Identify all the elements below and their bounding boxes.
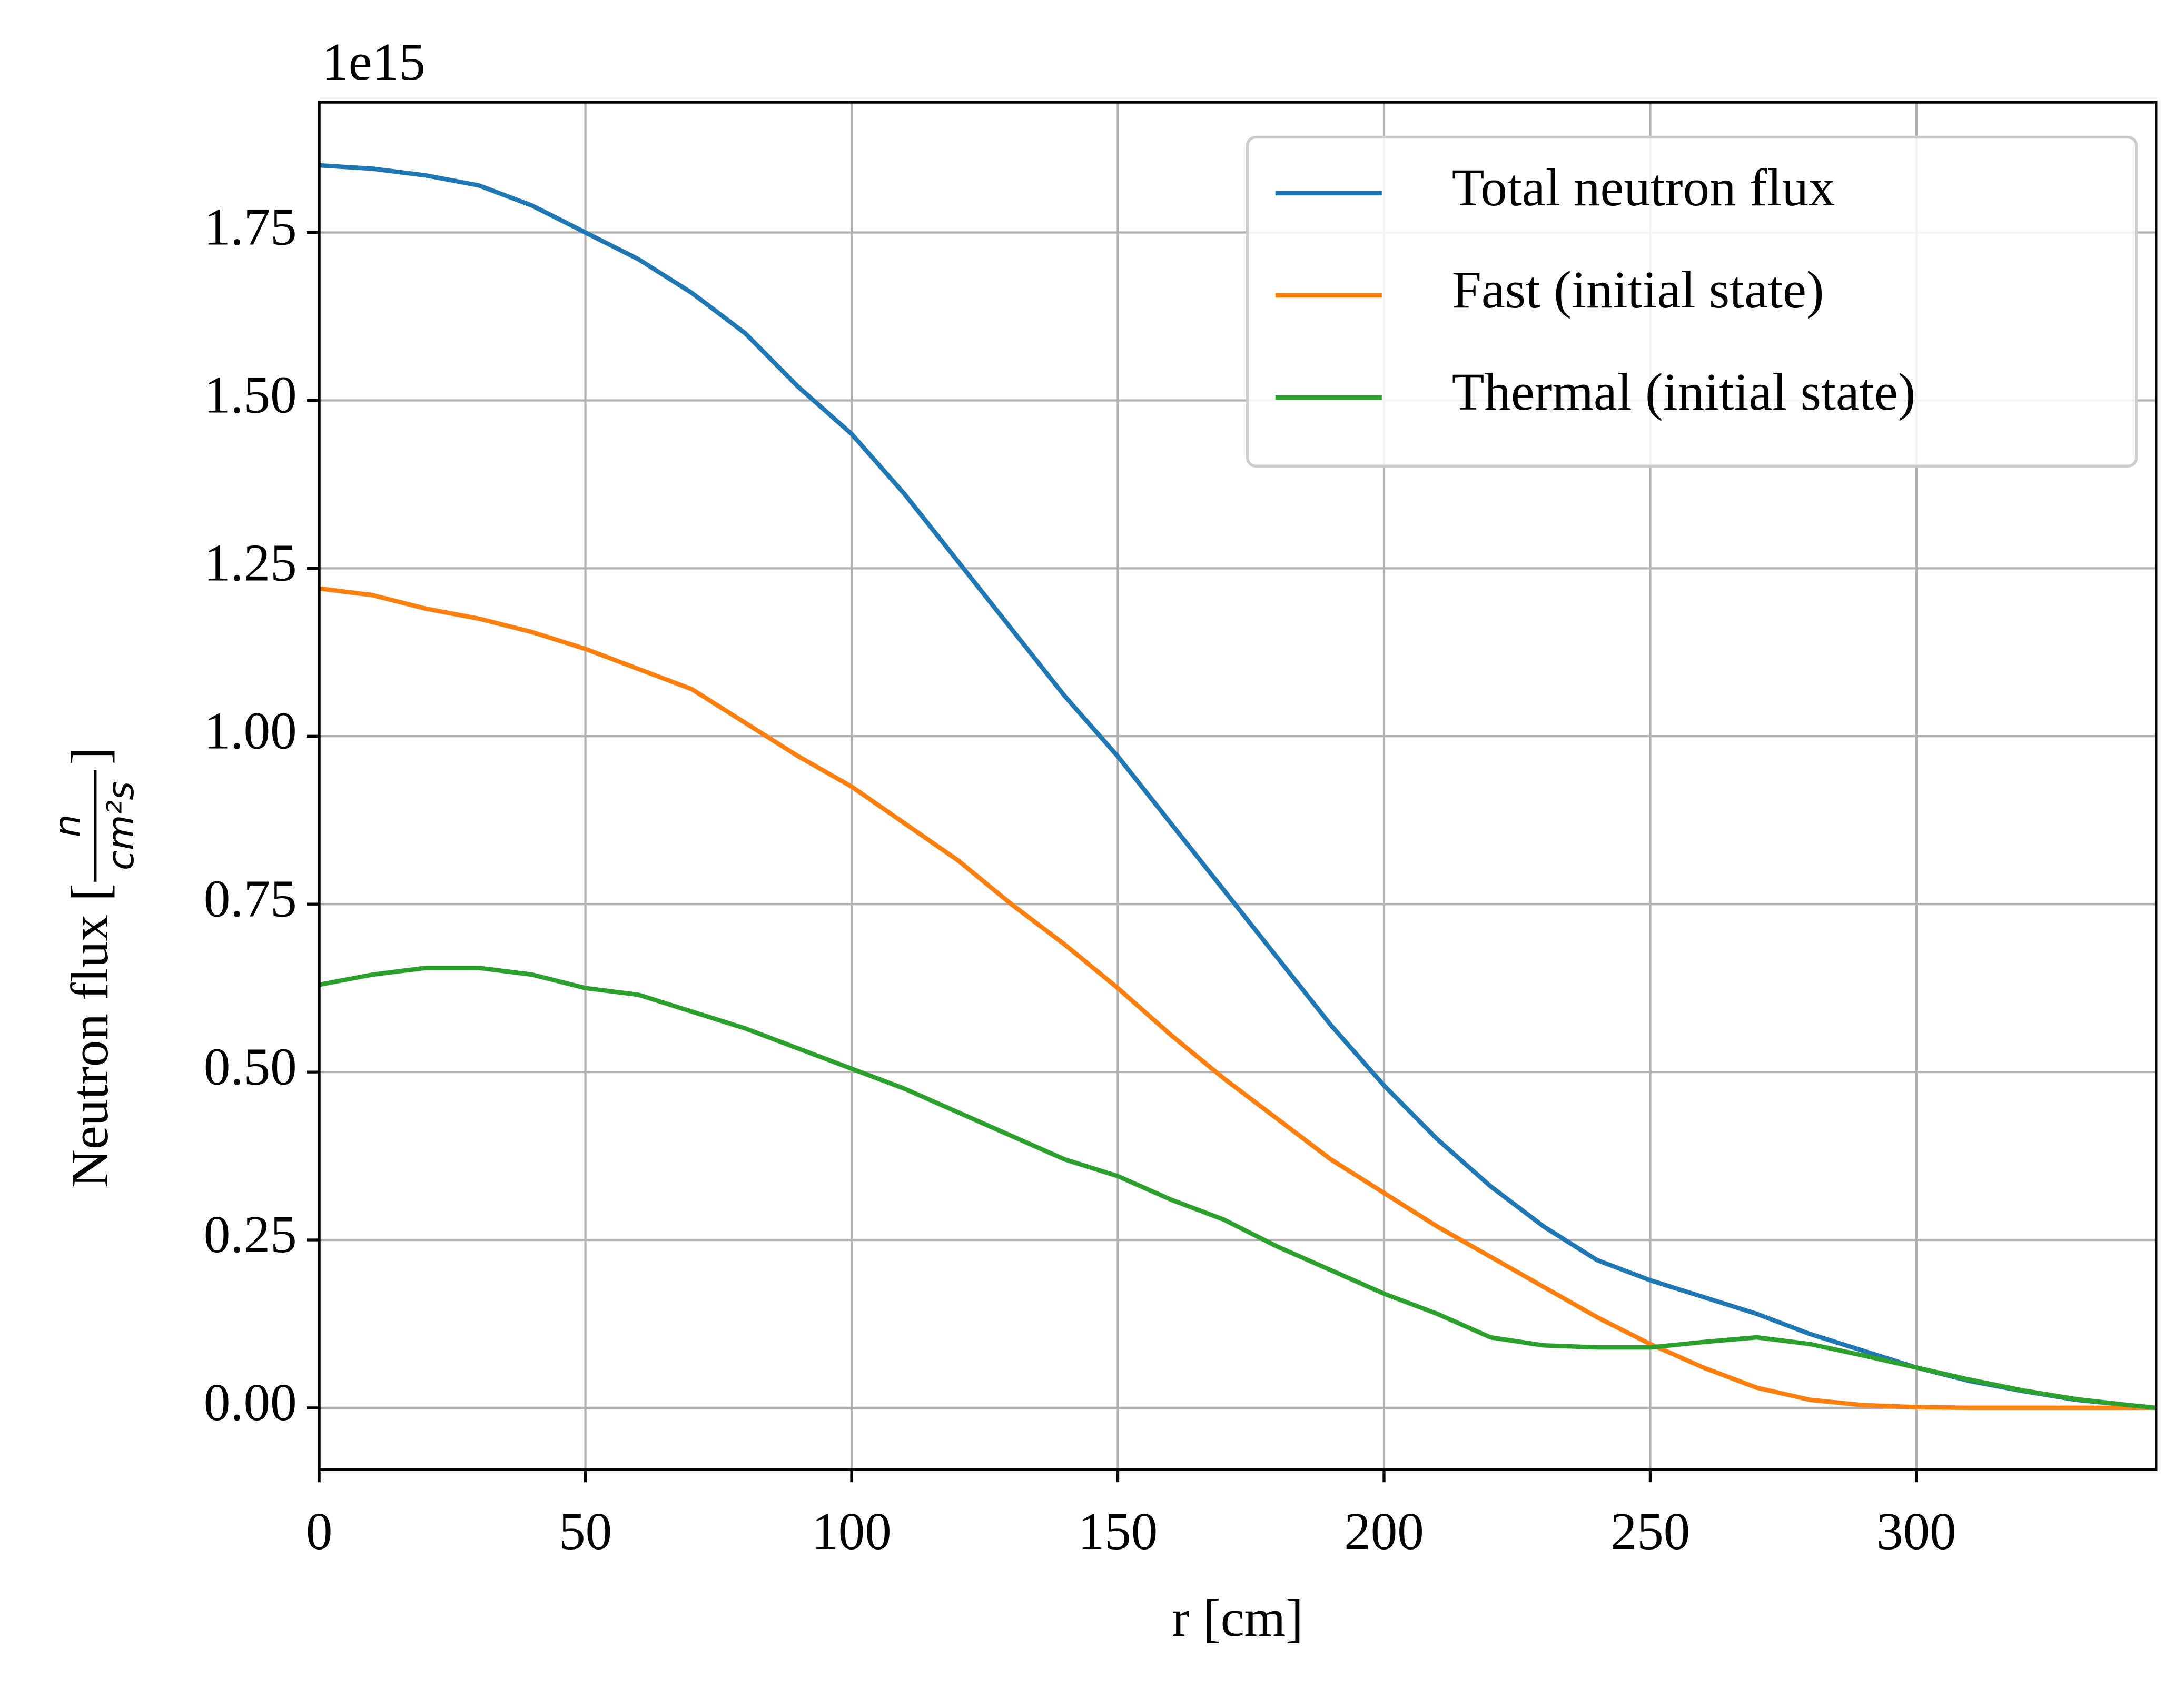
y-tick-label: 1.00 [204, 701, 297, 760]
legend-label: Fast (initial state) [1452, 260, 1824, 319]
y-tick-label: 1.75 [204, 197, 297, 256]
x-tick-label: 100 [812, 1502, 892, 1561]
x-tick-label: 150 [1078, 1502, 1158, 1561]
x-tick-label: 50 [559, 1502, 612, 1561]
legend-box [1246, 135, 2138, 468]
y-tick-label: 0.75 [204, 869, 297, 928]
y-tick-label: 0.50 [204, 1037, 297, 1096]
y-unit-close: ] [60, 747, 119, 765]
x-tick-label: 300 [1876, 1502, 1956, 1561]
y-tick-label: 0.00 [204, 1373, 297, 1432]
y-axis-label-text: Neutron flux [ [60, 883, 119, 1188]
line-series [319, 163, 2156, 1411]
legend-label: Total neutron flux [1452, 158, 1835, 217]
x-tick-label: 250 [1610, 1502, 1691, 1561]
y-tick-label: 1.50 [204, 365, 297, 424]
x-tick-label: 0 [306, 1502, 333, 1561]
line-series [319, 966, 2156, 1411]
x-tick-label: 200 [1344, 1502, 1424, 1561]
legend-label: Thermal (initial state) [1452, 362, 1916, 421]
x-axis-label: r [cm] [1172, 1588, 1303, 1647]
line-series [319, 586, 2156, 1411]
y-unit-denominator: cm²s [100, 781, 142, 870]
y-axis-label: Neutron flux [ n cm²s ] [47, 747, 142, 1188]
y-tick-label: 0.25 [204, 1205, 297, 1264]
y-tick-label: 1.25 [204, 533, 297, 592]
offset-label: 1e15 [322, 32, 425, 91]
y-unit-numerator: n [47, 815, 89, 838]
plot-frame [318, 101, 2158, 1471]
